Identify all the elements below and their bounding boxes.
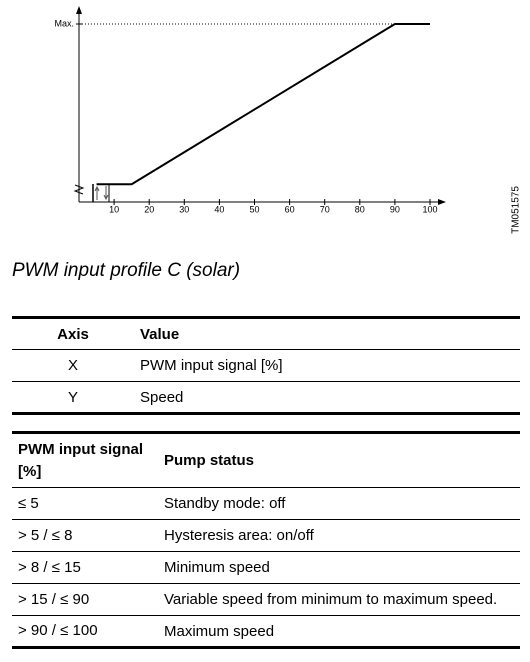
table-cell: Minimum speed (158, 551, 520, 584)
x-tick-label: 30 (179, 204, 189, 214)
x-tick-label: 80 (355, 204, 365, 214)
status-table: PWM input signal [%] Pump status ≤ 5 Stand… (12, 431, 520, 649)
table-row: > 5 / ≤ 8 Hysteresis area: on/off (12, 519, 520, 552)
table-cell: Speed (134, 381, 520, 415)
x-tick-label: 50 (249, 204, 259, 214)
x-tick-label: 90 (390, 204, 400, 214)
table-cell: > 8 / ≤ 15 (12, 551, 158, 584)
header-cell: Pump status (158, 431, 520, 488)
y-tick-label: Max. (54, 18, 74, 28)
y-arrow (76, 6, 82, 14)
table-row: > 15 / ≤ 90 Variable speed from minimum t… (12, 583, 520, 616)
chart: TM051575 10 20 30 40 50 60 70 80 90 100 Max. (54, 6, 522, 234)
table-row: ≤ 5 Standby mode: off (12, 487, 520, 520)
x-tick-label: 10 (109, 204, 119, 214)
table-cell: PWM input signal [%] (134, 349, 520, 382)
table-row: X PWM input signal [%] (12, 349, 520, 382)
table-cell: > 5 / ≤ 8 (12, 519, 158, 552)
table-cell: Variable speed from minimum to maximum s… (158, 583, 520, 616)
table-cell: X (12, 349, 134, 382)
table-cell: ≤ 5 (12, 487, 158, 520)
data-line (96, 23, 430, 186)
x-tick-label: 60 (285, 204, 295, 214)
header-row: Axis Value (12, 316, 520, 350)
header-cell: Value (134, 316, 520, 350)
table-row: > 90 / ≤ 100 Maximum speed (12, 615, 520, 649)
header-row: PWM input signal [%] Pump status (12, 431, 520, 488)
table-cell: Y (12, 381, 134, 415)
table-row: > 8 / ≤ 15 Minimum speed (12, 551, 520, 584)
axis-break (73, 184, 85, 195)
table-cell: Standby mode: off (158, 487, 520, 520)
table-row: Y Speed (12, 381, 520, 415)
table-cell: Maximum speed (158, 615, 520, 649)
header-cell: Axis (12, 316, 134, 350)
header-cell: PWM input signal [%] (12, 431, 158, 488)
axis-table: Axis Value X PWM input signal [%] Y Speed (12, 316, 520, 415)
table-cell: Hysteresis area: on/off (158, 519, 520, 552)
caption: PWM input profile C (solar) (12, 260, 241, 281)
hysteresis-arrow (103, 186, 109, 201)
table-cell: > 90 / ≤ 100 (12, 615, 158, 649)
hysteresis-arrow (94, 185, 100, 200)
x-tick-label: 100 (422, 204, 437, 214)
x-tick-label: 40 (214, 204, 224, 214)
x-arrow (438, 199, 446, 205)
x-tick-label: 20 (144, 204, 154, 214)
figure-id: TM051575 (511, 186, 522, 234)
table-cell: > 15 / ≤ 90 (12, 583, 158, 616)
x-tick-label: 70 (320, 204, 330, 214)
